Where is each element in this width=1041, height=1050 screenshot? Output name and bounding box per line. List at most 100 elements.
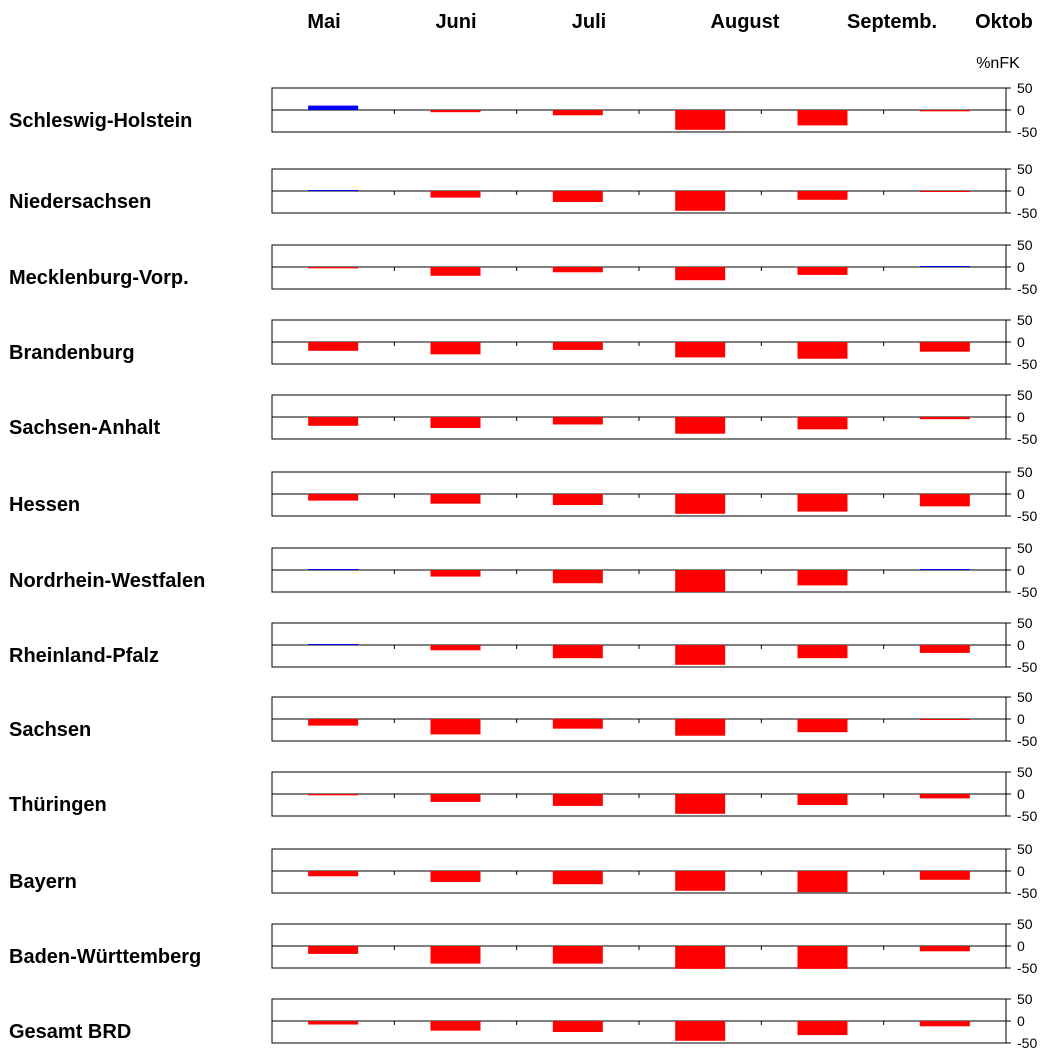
y-tick-label: -50: [1017, 885, 1037, 901]
bar: [430, 1021, 481, 1031]
y-tick-label: 50: [1017, 841, 1033, 857]
y-tick-label: -50: [1017, 733, 1037, 749]
bar: [552, 110, 603, 116]
region-label: Gesamt BRD: [9, 1021, 131, 1043]
bar: [675, 871, 726, 891]
bar: [675, 719, 726, 736]
bar: [797, 794, 848, 805]
bar: [919, 569, 970, 570]
y-tick-label: 0: [1017, 637, 1025, 653]
bar: [797, 645, 848, 659]
y-tick-label: 50: [1017, 764, 1033, 780]
y-tick-label: -50: [1017, 1035, 1037, 1050]
bar: [919, 342, 970, 352]
bar: [919, 946, 970, 952]
y-tick-label: 50: [1017, 387, 1033, 403]
region-panel: Sachsen 50 0 -50: [9, 689, 1037, 749]
bar: [919, 645, 970, 653]
bar: [675, 1021, 726, 1041]
month-label: Septemb.: [847, 11, 937, 33]
bar: [552, 417, 603, 425]
bar: [430, 191, 481, 198]
bar: [552, 570, 603, 584]
bar: [797, 267, 848, 275]
bar: [552, 494, 603, 505]
bar: [797, 719, 848, 733]
bar: [308, 794, 359, 796]
bar: [675, 342, 726, 358]
bar: [675, 417, 726, 434]
region-label: Niedersachsen: [9, 191, 151, 213]
bar: [552, 645, 603, 659]
y-tick-label: 0: [1017, 786, 1025, 802]
region-label: Schleswig-Holstein: [9, 110, 192, 132]
month-label: Oktob: [975, 11, 1033, 33]
region-label: Bayern: [9, 871, 77, 893]
region-label: Nordrhein-Westfalen: [9, 570, 205, 592]
region-panel: Gesamt BRD 50 0 -50: [9, 991, 1037, 1050]
y-tick-label: 0: [1017, 183, 1025, 199]
bar: [552, 267, 603, 273]
region-panel: Sachsen-Anhalt 50 0 -50: [9, 387, 1037, 447]
region-label: Brandenburg: [9, 342, 135, 364]
y-tick-label: 50: [1017, 80, 1033, 96]
region-panel: Schleswig-Holstein 50 0 -50: [9, 80, 1037, 140]
bar: [675, 110, 726, 130]
y-tick-label: 0: [1017, 409, 1025, 425]
chart-header: Mai Juni Juli August Septemb. Oktob: [307, 11, 1033, 33]
bar: [430, 719, 481, 735]
region-panel: Nordrhein-Westfalen 50 0 -50: [9, 540, 1037, 600]
bar: [797, 110, 848, 126]
bar: [308, 105, 359, 110]
region-panel: Brandenburg 50 0 -50: [9, 312, 1037, 372]
y-tick-label: 0: [1017, 486, 1025, 502]
y-tick-label: 50: [1017, 464, 1033, 480]
bar: [919, 1021, 970, 1027]
bar: [552, 342, 603, 350]
bar: [919, 794, 970, 799]
bar: [675, 645, 726, 665]
y-tick-label: 0: [1017, 102, 1025, 118]
bar: [308, 190, 359, 191]
region-panel: Rheinland-Pfalz 50 0 -50: [9, 615, 1037, 675]
bar: [430, 110, 481, 113]
bar: [308, 494, 359, 501]
bar: [675, 946, 726, 969]
bar: [675, 267, 726, 281]
region-label: Sachsen: [9, 719, 91, 741]
bar: [675, 570, 726, 592]
bar: [919, 110, 970, 112]
bar: [430, 267, 481, 276]
y-tick-label: 50: [1017, 237, 1033, 253]
y-tick-label: 50: [1017, 312, 1033, 328]
bar: [919, 266, 970, 267]
bar: [430, 570, 481, 577]
bar: [552, 191, 603, 202]
region-label: Thüringen: [9, 794, 107, 816]
y-tick-label: -50: [1017, 124, 1037, 140]
bar: [797, 494, 848, 512]
bar: [430, 946, 481, 964]
bar: [430, 494, 481, 504]
month-label: August: [711, 11, 780, 33]
region-panel: Hessen 50 0 -50: [9, 464, 1037, 524]
y-tick-label: 50: [1017, 991, 1033, 1007]
bar: [552, 719, 603, 729]
unit-label: %nFK: [976, 55, 1020, 72]
bar: [552, 946, 603, 964]
bar: [919, 719, 970, 720]
y-tick-label: -50: [1017, 205, 1037, 221]
bar: [919, 494, 970, 507]
bar: [797, 570, 848, 586]
bar: [552, 871, 603, 885]
bar: [797, 871, 848, 893]
bar: [308, 342, 359, 351]
region-label: Hessen: [9, 494, 80, 516]
region-label: Baden-Württemberg: [9, 946, 201, 968]
bar: [797, 417, 848, 430]
bar: [308, 417, 359, 426]
y-tick-label: -50: [1017, 356, 1037, 372]
bar: [308, 267, 359, 269]
bar: [675, 191, 726, 211]
